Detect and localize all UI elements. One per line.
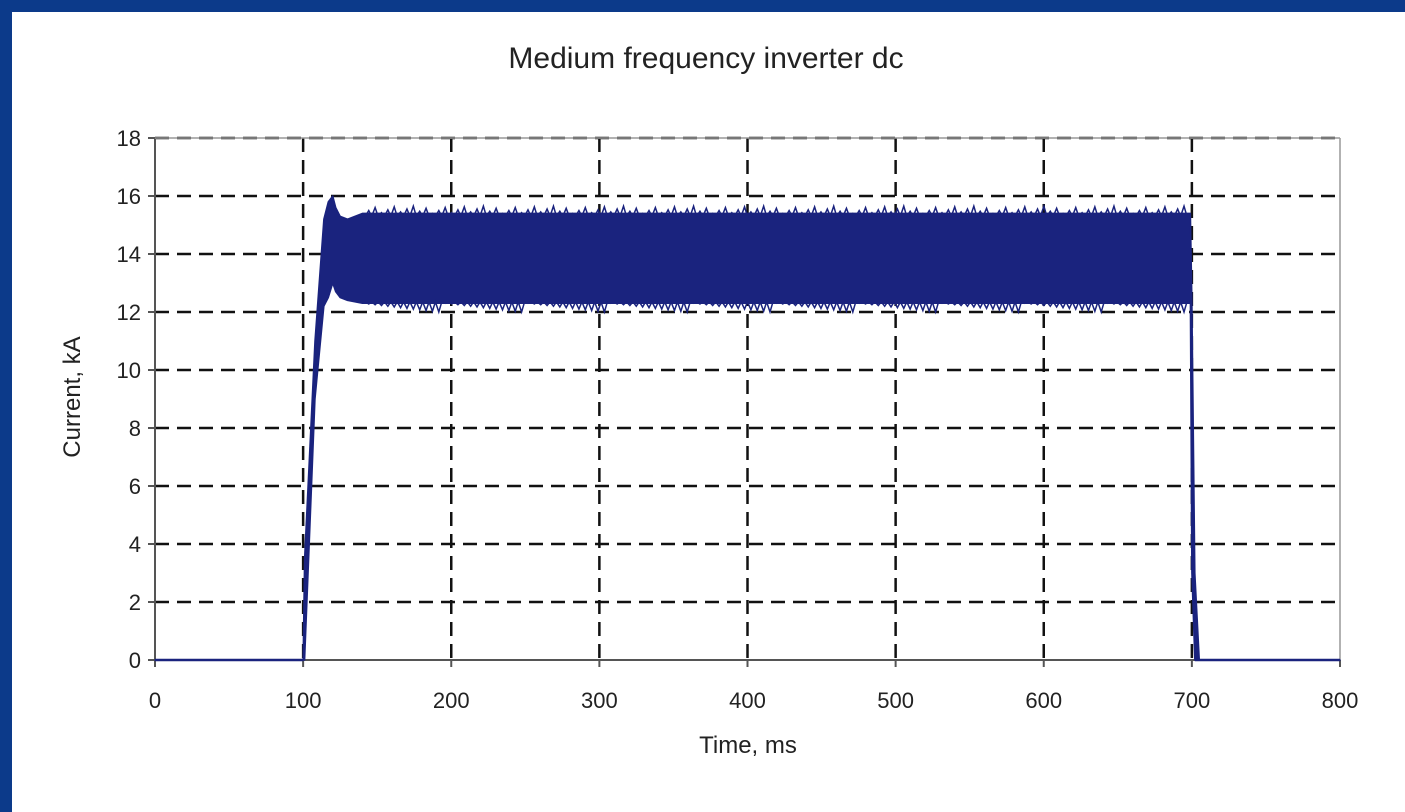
x-tick-label: 200 (433, 688, 470, 713)
y-tick-label: 18 (117, 126, 141, 151)
y-tick-label: 6 (129, 474, 141, 499)
y-tick-label: 14 (117, 242, 141, 267)
tick-labels: 0 2 4 6 8 10 12 14 16 18 0 100 200 300 400 500 600 700 800 (117, 126, 1359, 713)
y-tick-label: 4 (129, 532, 141, 557)
chart-title: Medium frequency inverter dc (508, 42, 903, 75)
chart-panel (12, 12, 1405, 812)
y-tick-label: 2 (129, 590, 141, 615)
x-tick-label: 400 (729, 688, 766, 713)
y-axis-label: Current, kA (59, 336, 86, 457)
x-tick-label: 600 (1025, 688, 1062, 713)
series-group (154, 195, 1341, 662)
y-tick-label: 8 (129, 416, 141, 441)
y-tick-label: 0 (129, 648, 141, 673)
series-upper-ripple (361, 203, 1188, 219)
x-tick-label: 700 (1174, 688, 1211, 713)
x-tick-label: 800 (1322, 688, 1359, 713)
x-tick-label: 0 (149, 688, 161, 713)
y-tick-label: 16 (117, 184, 141, 209)
series-lower-ripple (362, 299, 1188, 315)
x-axis-label: Time, ms (699, 732, 797, 759)
y-tick-label: 12 (117, 300, 141, 325)
axes (148, 137, 1341, 667)
x-tick-label: 100 (285, 688, 322, 713)
x-tick-label: 500 (877, 688, 914, 713)
y-tick-label: 10 (117, 358, 141, 383)
x-tick-label: 300 (581, 688, 618, 713)
